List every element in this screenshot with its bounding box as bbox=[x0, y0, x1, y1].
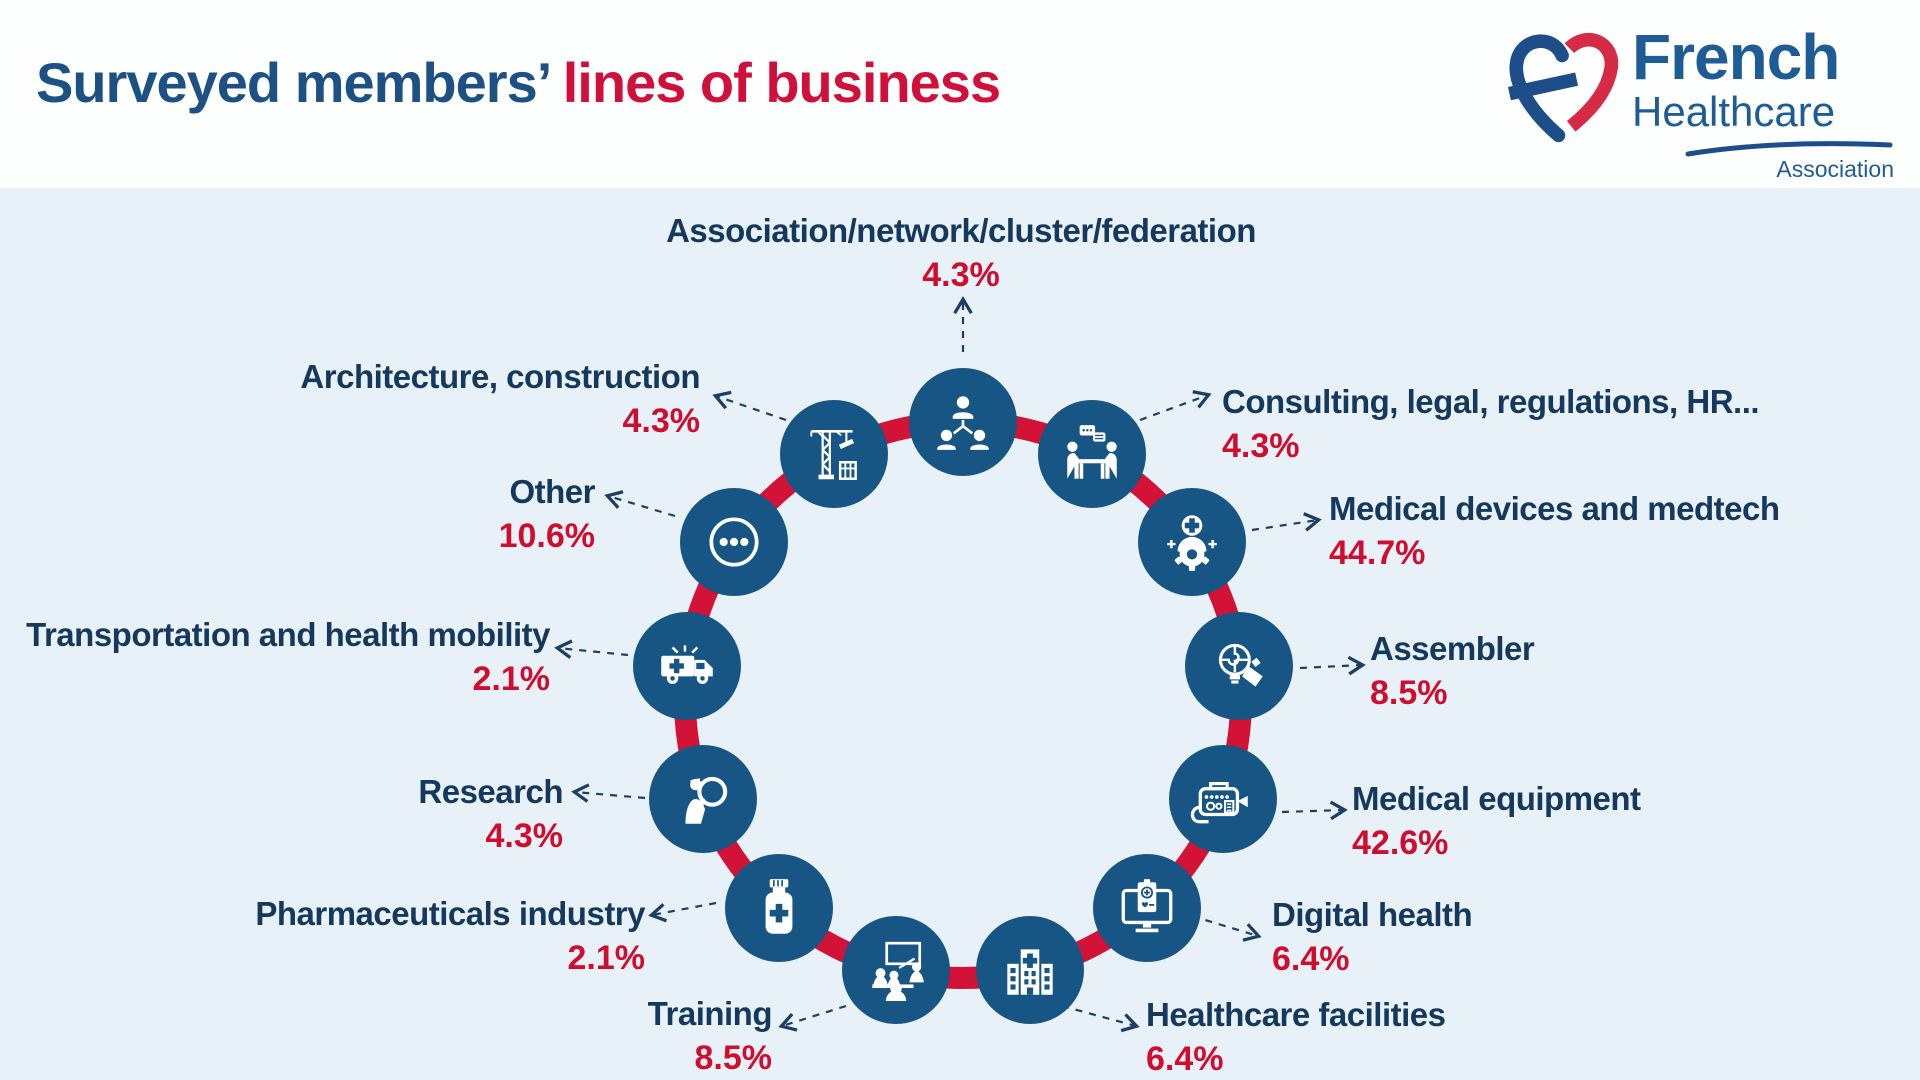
leader-arrow bbox=[604, 490, 676, 518]
category-label: Medical devices and medtech bbox=[1329, 490, 1780, 527]
category-percent: 6.4% bbox=[1146, 1040, 1224, 1078]
category-percent: 4.3% bbox=[922, 256, 1000, 294]
category-percent: 2.1% bbox=[472, 660, 551, 698]
category-label: Association/network/cluster/federation bbox=[666, 212, 1256, 249]
leader-arrow bbox=[1299, 655, 1366, 676]
category-label: Transportation and health mobility bbox=[26, 616, 550, 653]
category-label: Pharmaceuticals industry bbox=[255, 895, 645, 932]
consulting-table-icon bbox=[1067, 424, 1117, 479]
pill-bottle-icon bbox=[765, 879, 793, 934]
category-label: Consulting, legal, regulations, HR... bbox=[1222, 383, 1760, 420]
node-ambulance bbox=[633, 612, 742, 721]
ambulance-icon bbox=[661, 645, 713, 685]
category-label: Research bbox=[418, 773, 563, 810]
node-medtech-gear bbox=[1137, 488, 1246, 597]
category-percent: 44.7% bbox=[1329, 534, 1426, 572]
category-percent: 8.5% bbox=[1370, 674, 1448, 712]
medical-equipment-icon bbox=[1190, 781, 1248, 823]
hospital-building-icon bbox=[1006, 949, 1053, 995]
leader-arrow bbox=[1281, 800, 1348, 821]
research-magnifier-icon bbox=[685, 776, 728, 824]
medtech-gear-icon bbox=[1167, 515, 1217, 571]
leader-arrow bbox=[778, 1004, 847, 1032]
node-assembler-bulb bbox=[1184, 612, 1293, 721]
french-healthcare-logo: French Healthcare Association bbox=[1504, 14, 1904, 182]
logo-brand-top: French bbox=[1632, 21, 1840, 93]
category-percent: 4.3% bbox=[622, 402, 701, 440]
category-percent: 4.3% bbox=[1222, 427, 1300, 465]
construction-crane-icon bbox=[810, 429, 857, 480]
category-percent: 2.1% bbox=[567, 939, 646, 977]
ellipsis-icon bbox=[709, 517, 759, 567]
category-percent: 4.3% bbox=[485, 817, 564, 855]
assembler-bulb-icon bbox=[1218, 644, 1263, 688]
leader-arrow bbox=[712, 390, 787, 422]
category-label: Healthcare facilities bbox=[1146, 996, 1446, 1033]
logo-swoosh bbox=[1685, 141, 1893, 157]
category-label: Other bbox=[509, 473, 595, 510]
leader-arrow bbox=[571, 783, 646, 803]
title-primary: Surveyed members’ bbox=[36, 51, 563, 114]
leader-arrow bbox=[1061, 1004, 1140, 1033]
leader-arrow bbox=[1191, 914, 1262, 942]
category-label: Assembler bbox=[1370, 630, 1535, 667]
node-ellipsis bbox=[680, 488, 789, 597]
heart-logo-icon bbox=[1508, 32, 1619, 143]
node-research-magnifier bbox=[649, 744, 758, 853]
category-percent: 8.5% bbox=[694, 1039, 773, 1077]
category-percent: 6.4% bbox=[1272, 940, 1350, 978]
page-header: Surveyed members’ lines of business Fren… bbox=[0, 0, 1920, 188]
node-training-classroom bbox=[842, 915, 951, 1024]
page-title: Surveyed members’ lines of business bbox=[36, 50, 1001, 115]
digital-health-icon bbox=[1121, 879, 1173, 933]
node-org-chart bbox=[909, 368, 1017, 476]
category-label: Digital health bbox=[1272, 896, 1473, 933]
node-medical-equipment bbox=[1168, 744, 1277, 853]
category-label: Architecture, construction bbox=[300, 358, 700, 395]
leader-arrow bbox=[554, 639, 629, 659]
logo-brand-bottom: Healthcare bbox=[1632, 88, 1836, 135]
leader-arrow bbox=[1139, 390, 1212, 422]
category-label: Training bbox=[647, 995, 773, 1032]
node-construction-crane bbox=[779, 399, 888, 508]
node-pill-bottle bbox=[724, 854, 833, 963]
node-hospital-building bbox=[975, 915, 1084, 1024]
title-accent: lines of business bbox=[562, 51, 1001, 114]
logo-tagline: Association bbox=[1776, 156, 1894, 182]
org-chart-icon bbox=[937, 396, 989, 450]
leader-arrow bbox=[1251, 512, 1322, 532]
category-percent: 10.6% bbox=[498, 517, 595, 555]
training-classroom-icon bbox=[872, 941, 925, 1001]
category-label: Medical equipment bbox=[1352, 780, 1641, 817]
category-percent: 42.6% bbox=[1352, 824, 1449, 862]
node-digital-health bbox=[1093, 854, 1202, 963]
leader-arrow bbox=[648, 901, 717, 923]
node-consulting-table bbox=[1038, 399, 1147, 508]
